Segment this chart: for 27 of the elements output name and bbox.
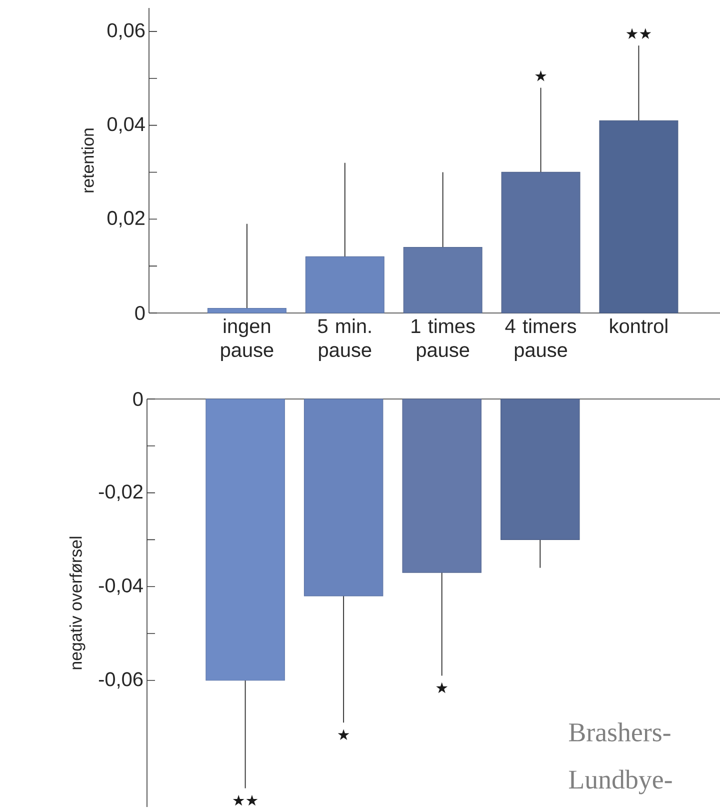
x-tick-label: ingen pause [221,318,274,362]
annotation: ★ [535,70,546,82]
y-tick-label: 0,04 [107,117,145,134]
annotation: ★ [338,729,350,740]
bar [501,172,580,314]
y-tick-label: 0,02 [107,210,144,228]
y-tick-label: -0,02 [98,484,142,502]
x-tick-label: kontrol [610,318,668,334]
bar [599,120,678,314]
annotation: Lundbye- [568,770,672,794]
y-axis-title: negativ overførsel [69,536,86,670]
annotation: ★★ [232,794,258,806]
annotation: ★★ [626,28,652,39]
x-tick-label: 1 times pause [412,318,475,362]
y-axis-title: retention [81,128,94,192]
annotation: Brashers- [568,722,670,742]
annotation: ★ [436,682,448,694]
bar [305,256,384,314]
y-tick-label: 0 [133,392,143,406]
bar [403,247,482,314]
x-tick-label: 4 timers pause [505,318,576,362]
bar [207,308,286,314]
x-tick-label: 5 min. pause [318,318,372,362]
y-tick-label: 0 [135,306,145,320]
y-tick-label: -0,06 [98,672,143,689]
y-tick-label: -0,04 [98,578,143,595]
y-tick-label: 0,06 [107,23,145,40]
